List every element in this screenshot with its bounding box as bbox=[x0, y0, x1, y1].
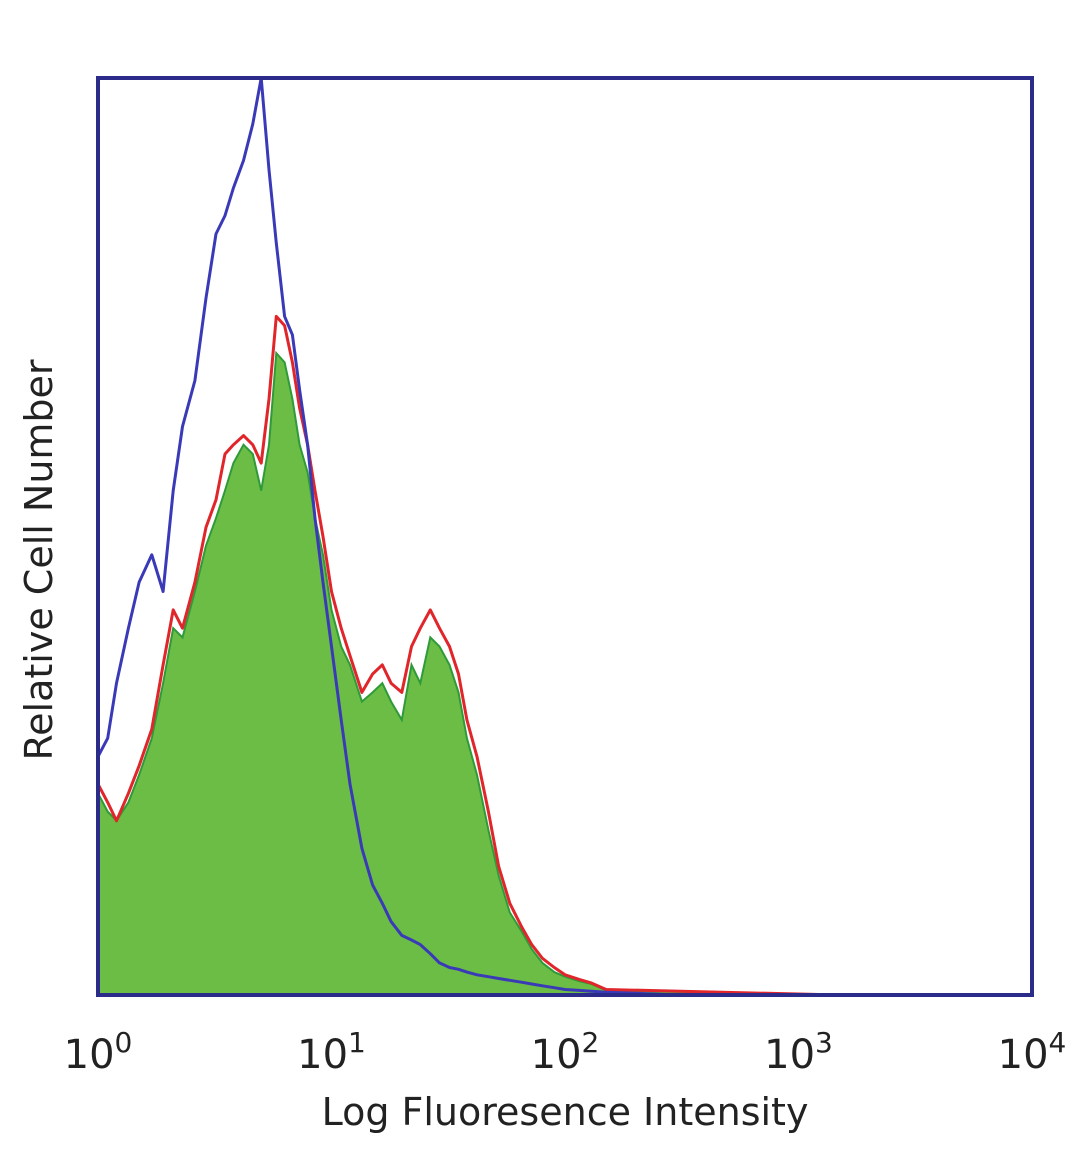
x-tick-label-2: 102 bbox=[531, 1026, 600, 1078]
x-tick-label-1: 101 bbox=[297, 1026, 366, 1078]
x-tick-labels: 100 101 102 103 104 bbox=[64, 1026, 1067, 1078]
histogram-outline-series-1 bbox=[96, 314, 1032, 997]
x-tick-label-0: 100 bbox=[64, 1026, 133, 1078]
histogram-filled-series bbox=[97, 350, 1032, 996]
plot-frame bbox=[96, 76, 1034, 997]
x-tick-label-3: 103 bbox=[764, 1026, 833, 1078]
x-axis-title: Log Fluoresence Intensity bbox=[322, 1090, 809, 1134]
x-tick-label-4: 104 bbox=[998, 1026, 1067, 1078]
histogram-outline-series-2 bbox=[96, 76, 1032, 997]
y-axis-title: Relative Cell Number bbox=[17, 359, 61, 760]
series-layer bbox=[96, 76, 1032, 997]
